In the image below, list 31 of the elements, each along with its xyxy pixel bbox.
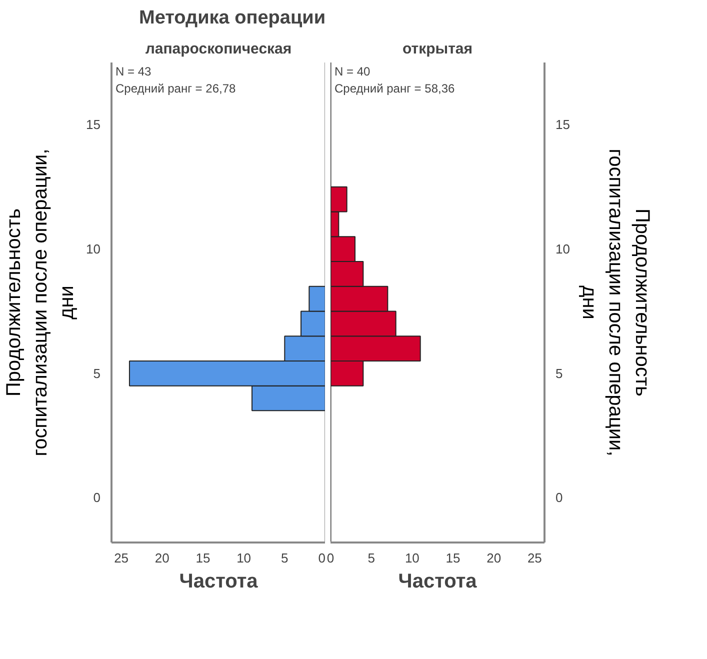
y-tick-label: 10 [556,242,570,257]
x-axis-title: Частота [179,570,259,592]
y-tick-label: 15 [86,117,101,132]
y-tick-label: 5 [93,366,101,381]
x-tick-label: 15 [446,550,460,566]
x-tick-label: 20 [154,550,170,566]
annotation: Средний ранг = 58,36 [334,82,455,96]
annotation: N = 40 [334,64,371,78]
annotation: Средний ранг = 26,78 [116,82,236,96]
y-axis-title: Продолжительность госпитализации после операции, дни [578,148,653,456]
x-tick-label: 15 [196,550,210,566]
x-tick-label: 0 [318,550,326,566]
x-tick-label: 10 [236,550,252,566]
y-tick-label: 0 [556,490,563,506]
y-axis-title: Продолжительность госпитализации после операции, дни [3,148,78,456]
y-tick-label: 10 [86,242,101,257]
x-tick-label: 10 [404,550,420,566]
y-tick-label: 0 [93,490,101,506]
y-tick-label: 15 [556,117,570,132]
chart-subtitle: лапароскопическая [145,40,292,58]
x-tick-label: 25 [527,550,542,566]
chart-title: Методика операции [138,8,326,28]
x-tick-label: 20 [486,550,502,566]
x-tick-label: 5 [368,550,375,566]
annotation: N = 43 [116,64,152,78]
x-tick-label: 5 [281,550,288,566]
x-tick-label: 0 [326,550,334,566]
chart-subtitle: открытая [402,40,473,58]
y-tick-label: 5 [556,366,563,381]
x-tick-label: 25 [114,550,129,566]
x-axis-title: Частота [398,570,478,592]
